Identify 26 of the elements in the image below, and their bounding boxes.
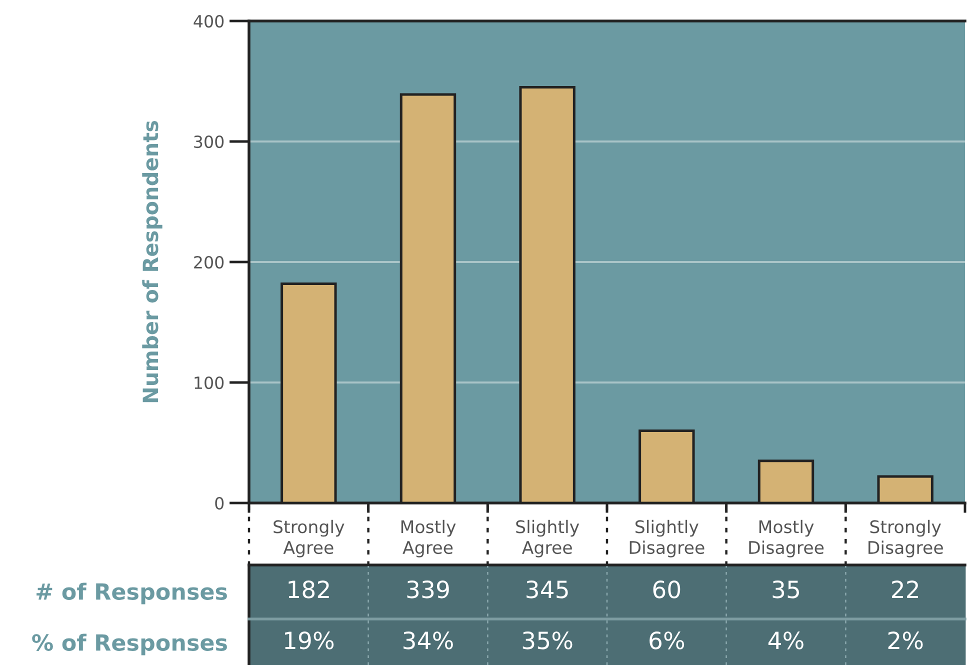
x-tick-label: Strongly Disagree	[868, 520, 943, 558]
text: 6%	[650, 631, 684, 650]
y-tick-label: 200	[194, 256, 224, 269]
text: 34%	[404, 631, 453, 650]
y-tick-label: 300	[194, 135, 224, 148]
y-tick-label: 400	[194, 14, 224, 28]
data-label: 345	[526, 580, 568, 598]
text: % of Responses	[32, 634, 227, 656]
data-label: 339	[407, 580, 449, 598]
text: 2%	[888, 631, 923, 650]
y-tick-label: 0	[215, 496, 224, 510]
x-tick-label: Slightly Agree	[516, 520, 580, 558]
text: # of Responses	[36, 582, 227, 604]
x-tick-label: Slightly Disagree	[630, 520, 704, 558]
x-tick-label: Mostly Agree	[401, 520, 456, 558]
text: 4%	[768, 631, 804, 650]
data-label: 182	[288, 580, 329, 598]
x-tick-label: Mostly Disagree	[749, 520, 824, 558]
y-tick-label: 100	[194, 376, 224, 390]
data-label: 60	[653, 580, 680, 598]
data-label: 35	[772, 580, 799, 598]
x-tick-label: Strongly Agree	[274, 520, 344, 558]
y-axis-title: Number of Respondents	[142, 120, 162, 402]
data-label: 22	[892, 580, 918, 598]
text: 19%	[285, 631, 334, 650]
text: 35%	[522, 631, 572, 650]
